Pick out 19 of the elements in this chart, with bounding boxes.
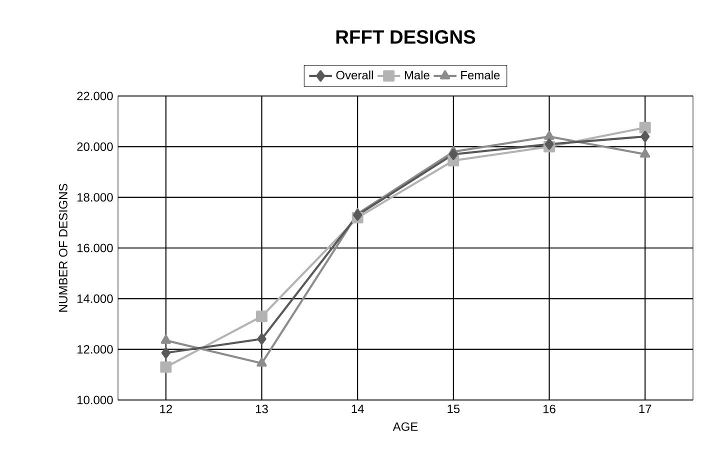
- y-tick-label: 14.000: [78, 294, 113, 303]
- y-axis-title: NUMBER OF DESIGNS: [58, 184, 68, 312]
- y-tick-label: 16.000: [78, 244, 113, 252]
- x-tick-label: 13: [256, 404, 268, 414]
- x-tick-label: 15: [448, 404, 460, 414]
- y-tick-label: 12.000: [78, 345, 113, 354]
- legend-label: Female: [461, 70, 500, 80]
- legend-label: Overall: [336, 70, 373, 80]
- y-tick-label: 18.000: [78, 193, 113, 202]
- y-tick-label: 10.000: [78, 396, 113, 404]
- chart-title: RFFT DESIGNS: [336, 30, 476, 44]
- x-tick-label: 14: [352, 404, 364, 413]
- y-tick-label: 22.000: [77, 92, 113, 100]
- legend-label: Male: [404, 70, 430, 80]
- x-tick-label: 12: [160, 404, 172, 414]
- y-tick-label: 20.000: [77, 142, 113, 151]
- x-axis-title: AGE: [392, 422, 418, 431]
- x-tick-label: 16: [544, 404, 556, 414]
- x-tick-label: 17: [639, 404, 652, 413]
